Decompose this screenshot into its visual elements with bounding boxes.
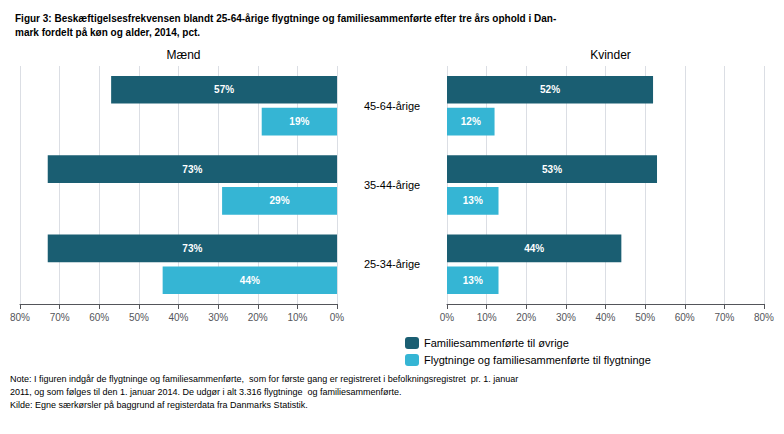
svg-text:20%: 20% [248, 312, 268, 323]
svg-text:45-64-årige: 45-64-årige [364, 100, 420, 112]
svg-text:57%: 57% [214, 84, 234, 95]
svg-text:Kvinder: Kvinder [590, 48, 631, 62]
svg-text:Kilde: Egne særkørsler på bagg: Kilde: Egne særkørsler på baggrund af re… [10, 400, 308, 410]
svg-text:30%: 30% [208, 312, 228, 323]
svg-text:80%: 80% [10, 312, 30, 323]
svg-text:10%: 10% [287, 312, 307, 323]
svg-text:80%: 80% [754, 312, 774, 323]
svg-text:13%: 13% [463, 195, 483, 206]
svg-text:60%: 60% [89, 312, 109, 323]
svg-text:Mænd: Mænd [166, 48, 200, 62]
svg-text:Figur 3: Beskæftigelsesfrekven: Figur 3: Beskæftigelsesfrekvensen blandt… [15, 13, 556, 24]
svg-text:73%: 73% [182, 243, 202, 254]
svg-text:50%: 50% [635, 312, 655, 323]
svg-text:60%: 60% [675, 312, 695, 323]
svg-text:0%: 0% [330, 312, 345, 323]
svg-text:30%: 30% [556, 312, 576, 323]
svg-text:10%: 10% [477, 312, 497, 323]
svg-text:53%: 53% [542, 164, 562, 175]
svg-text:70%: 70% [50, 312, 70, 323]
svg-text:Note: I figuren indgår de flyg: Note: I figuren indgår de flygtninge og … [10, 374, 518, 384]
svg-text:50%: 50% [129, 312, 149, 323]
svg-text:20%: 20% [516, 312, 536, 323]
svg-text:Familiesammenførte til øvrige: Familiesammenførte til øvrige [424, 337, 569, 349]
svg-text:2011, og som følges til den 1.: 2011, og som følges til den 1. januar 20… [10, 387, 402, 397]
svg-text:73%: 73% [182, 164, 202, 175]
svg-text:19%: 19% [289, 116, 309, 127]
svg-text:35-44-årige: 35-44-årige [364, 179, 420, 191]
svg-text:13%: 13% [463, 275, 483, 286]
svg-text:0%: 0% [440, 312, 455, 323]
svg-text:mark fordelt på køn og alder,: mark fordelt på køn og alder, 2014, pct. [15, 27, 200, 38]
svg-text:52%: 52% [540, 84, 560, 95]
svg-text:25-34-årige: 25-34-årige [364, 258, 420, 270]
svg-text:40%: 40% [595, 312, 615, 323]
svg-text:44%: 44% [240, 275, 260, 286]
svg-text:40%: 40% [168, 312, 188, 323]
svg-text:70%: 70% [714, 312, 734, 323]
svg-text:44%: 44% [524, 243, 544, 254]
svg-text:Flygtninge og familiesammenfør: Flygtninge og familiesammenførte til fly… [424, 354, 651, 366]
svg-text:12%: 12% [461, 116, 481, 127]
svg-text:29%: 29% [270, 195, 290, 206]
